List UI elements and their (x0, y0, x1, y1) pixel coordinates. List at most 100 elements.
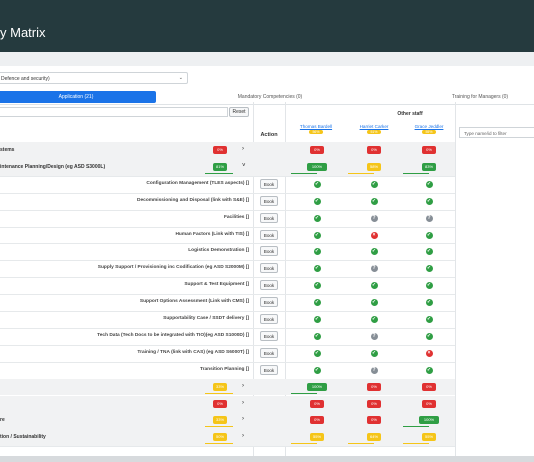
staff-competency-badge: 0% (422, 399, 436, 408)
chevron-right-icon[interactable]: › (242, 382, 244, 389)
competency-label: Training / TNA (link with CAS) (eg ASD S… (137, 349, 249, 355)
competency-label: Supply Support / Provisioning inc Codifi… (97, 265, 249, 271)
chevron-down-icon[interactable]: ˅ (242, 162, 246, 169)
group-overall-badge: 0% (213, 146, 227, 154)
area-select[interactable]: Defence and security) ⌄ (0, 72, 188, 84)
check-circle-icon: ✓ (370, 282, 378, 290)
tab-application[interactable]: Application (21) (0, 91, 156, 103)
staff-competency-badge: 64% (367, 433, 382, 442)
group-row: 33% › 100% 0% 0% (0, 378, 455, 396)
row-divider (0, 277, 455, 279)
question-circle-icon: ? (370, 366, 378, 374)
staff-filter-input[interactable]: Type name/id to filter (459, 127, 534, 138)
staff-competency-badge: 0% (310, 416, 324, 425)
staff-competency-badge: 58% (367, 162, 382, 171)
competency-row: Support Options Assessment (Link with CM… (0, 294, 455, 311)
competency-filter-input[interactable] (0, 107, 228, 117)
progress-underline (348, 172, 374, 174)
competency-row: Decommissioning and Disposal (link with … (0, 193, 455, 210)
check-circle-icon: ✓ (425, 316, 433, 323)
tab-training-for-managers[interactable]: Training for Managers (0) (451, 94, 509, 100)
staff-competency-badge: 55% (310, 433, 325, 442)
chevron-right-icon[interactable]: › (242, 399, 244, 406)
competency-row: Facilities [] Book ✓?? (0, 210, 455, 227)
row-divider (0, 209, 455, 211)
group-overall-badge: 50% (213, 433, 228, 442)
row-divider (0, 446, 455, 448)
check-circle-icon: ✓ (370, 349, 378, 357)
book-button[interactable]: Book (260, 347, 278, 358)
progress-underline (348, 443, 374, 445)
book-button[interactable]: Book (260, 178, 278, 189)
competency-label: Decommissioning and Disposal (link with … (137, 197, 249, 203)
question-circle-icon: ? (370, 214, 378, 222)
staff-percent-badge: 56% (309, 130, 323, 134)
progress-underline (403, 426, 429, 428)
group-label: intenance Planning/Design (eg ASD S3000L… (0, 163, 106, 170)
bottom-scrollbar[interactable] (0, 456, 534, 462)
staff-name-link[interactable]: Harriet Carker (359, 124, 389, 129)
check-circle-icon: ✓ (313, 316, 321, 323)
staff-competency-badge: 0% (422, 146, 436, 154)
row-divider (0, 175, 455, 177)
competency-label: Support Options Assessment (Link with CM… (139, 299, 249, 305)
competency-label: Configuration Management (TLES aspects) … (146, 180, 249, 186)
check-circle-icon: ✓ (425, 180, 433, 188)
check-circle-icon: ✓ (425, 197, 433, 205)
group-label: tion / Sustainability (0, 434, 46, 441)
chevron-right-icon[interactable]: › (242, 416, 244, 423)
competency-row: Training / TNA (link with CAS) (eg ASD S… (0, 345, 455, 362)
book-button[interactable]: Book (260, 195, 278, 206)
column-divider (455, 102, 456, 458)
group-label: stems (0, 147, 15, 153)
other-staff-header: Other staff (397, 111, 423, 117)
book-button[interactable]: Book (260, 263, 278, 274)
book-button[interactable]: Book (260, 364, 278, 375)
chevron-right-icon[interactable]: › (242, 433, 244, 440)
check-circle-icon: ✓ (313, 366, 321, 374)
check-circle-icon: ✓ (370, 316, 378, 323)
competency-label: Transition Planning [] (199, 366, 249, 372)
check-circle-icon: ✓ (370, 248, 378, 256)
competency-label: Human Factors (Link with TIS) [] (175, 231, 249, 237)
tabs-divider (0, 104, 534, 105)
book-button[interactable]: Book (260, 229, 278, 240)
staff-column-header: Thomas Bardell 56% (290, 124, 342, 135)
competency-label: Logistics Demonstration [] (188, 248, 249, 254)
competency-label: Support & Test Equipment [] (184, 282, 249, 288)
check-circle-icon: ✓ (425, 332, 433, 340)
book-button[interactable]: Book (260, 280, 278, 291)
question-circle-icon: ? (425, 214, 433, 222)
book-button[interactable]: Book (260, 314, 278, 324)
group-row: tion / Sustainability 50% › 55% 64% 55% (0, 429, 455, 447)
staff-competency-badge: 0% (367, 416, 381, 425)
check-circle-icon: ✓ (425, 299, 433, 307)
check-circle-icon: ✓ (370, 180, 378, 188)
check-circle-icon: ✓ (313, 248, 321, 256)
competency-label: Tech Data (Tech Docs to be integrated wi… (97, 332, 249, 338)
staff-name-link[interactable]: Grace Jeddler (414, 124, 444, 129)
progress-underline (205, 443, 233, 445)
tab-mandatory-competencies[interactable]: Mandatory Competencies (0) (237, 94, 303, 100)
check-circle-icon: ✓ (313, 282, 321, 290)
group-row: 0% › 0% 0% 0% (0, 395, 455, 413)
book-button[interactable]: Book (260, 297, 278, 308)
group-row: intenance Planning/Design (eg ASD S3000L… (0, 158, 455, 176)
competency-row: Configuration Management (TLES aspects) … (0, 176, 455, 193)
competency-row: Supportability Case / SSDT delivery [] Bo… (0, 311, 455, 328)
staff-competency-badge: 0% (310, 146, 324, 154)
group-overall-badge: 33% (213, 382, 228, 391)
group-row: re 33% › 0% 0% 100% (0, 412, 455, 430)
matrix-panel: Defence and security) ⌄ Application (21)… (0, 66, 534, 458)
chevron-right-icon[interactable]: › (242, 146, 244, 152)
progress-underline (403, 172, 429, 174)
competency-row: Transition Planning [] Book ✓? ✓ (0, 362, 455, 379)
reset-button[interactable]: Reset (229, 107, 249, 117)
book-button[interactable]: Book (260, 212, 278, 223)
book-button[interactable]: Book (260, 330, 278, 341)
staff-name-link[interactable]: Thomas Bardell (299, 124, 333, 129)
staff-competency-badge: 83% (422, 162, 437, 171)
competency-row: Tech Data (Tech Docs to be integrated wi… (0, 328, 455, 345)
check-circle-icon: ✓ (313, 214, 321, 222)
book-button[interactable]: Book (260, 246, 278, 257)
